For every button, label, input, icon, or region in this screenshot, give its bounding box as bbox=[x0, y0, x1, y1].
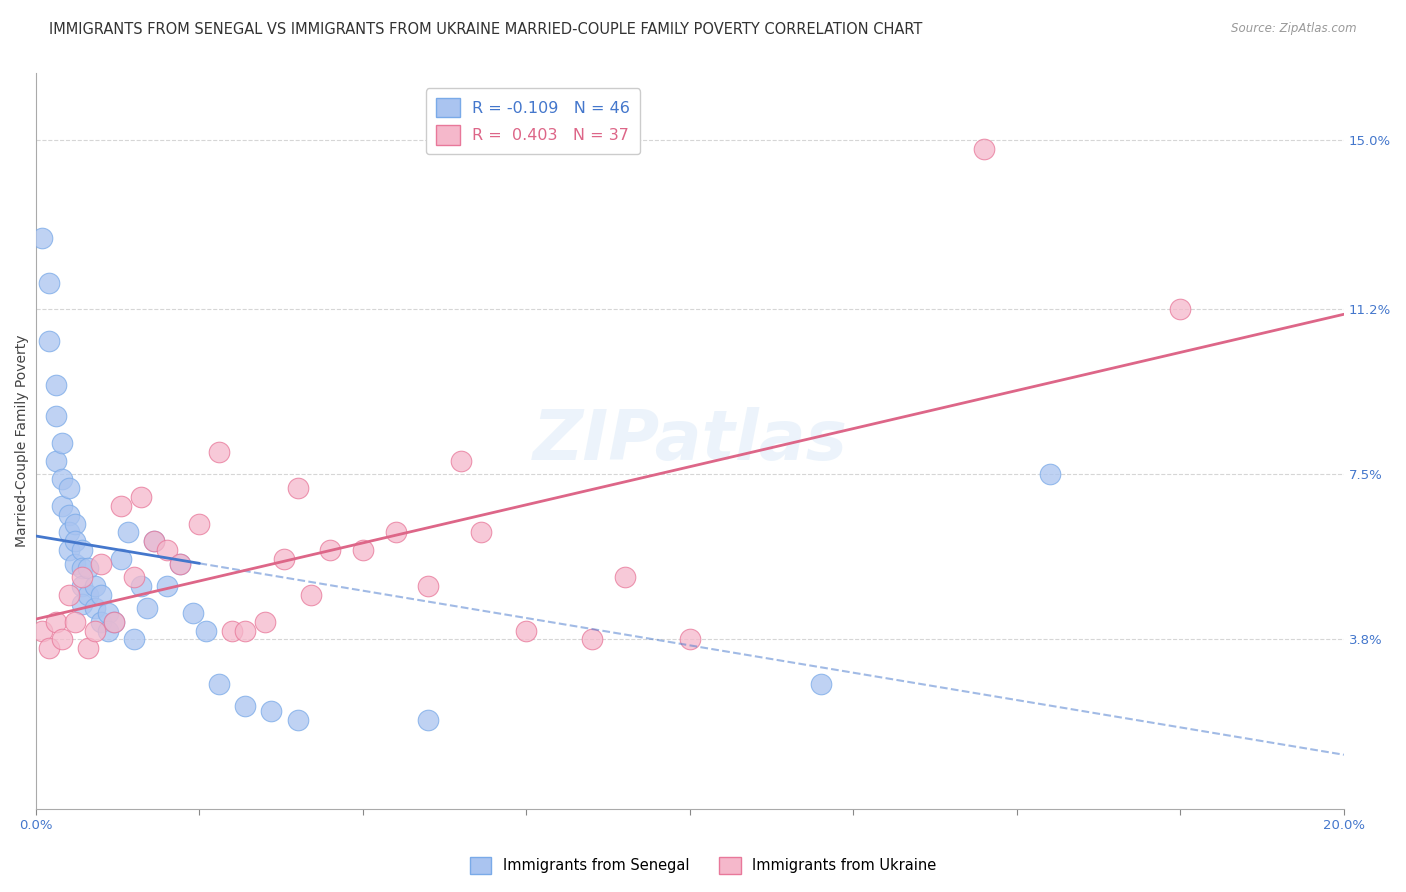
Y-axis label: Married-Couple Family Poverty: Married-Couple Family Poverty bbox=[15, 334, 30, 547]
Point bbox=[260, 704, 283, 718]
Point bbox=[45, 454, 67, 468]
Point bbox=[142, 534, 165, 549]
Point bbox=[810, 677, 832, 691]
Point bbox=[515, 624, 537, 638]
Point bbox=[63, 534, 86, 549]
Point bbox=[287, 481, 309, 495]
Point bbox=[77, 641, 100, 656]
Point bbox=[97, 624, 120, 638]
Point bbox=[51, 436, 73, 450]
Point bbox=[156, 579, 179, 593]
Point bbox=[352, 543, 374, 558]
Point bbox=[38, 641, 60, 656]
Point bbox=[129, 579, 152, 593]
Point bbox=[38, 276, 60, 290]
Point bbox=[110, 552, 132, 566]
Point bbox=[63, 615, 86, 629]
Point bbox=[90, 557, 112, 571]
Point bbox=[233, 699, 256, 714]
Point bbox=[97, 606, 120, 620]
Point bbox=[70, 543, 93, 558]
Point bbox=[31, 624, 53, 638]
Point bbox=[136, 601, 159, 615]
Point bbox=[299, 588, 322, 602]
Point bbox=[51, 499, 73, 513]
Point bbox=[273, 552, 295, 566]
Point bbox=[450, 454, 472, 468]
Legend: Immigrants from Senegal, Immigrants from Ukraine: Immigrants from Senegal, Immigrants from… bbox=[464, 851, 942, 880]
Point bbox=[110, 499, 132, 513]
Point bbox=[58, 508, 80, 522]
Point bbox=[122, 570, 145, 584]
Point bbox=[38, 334, 60, 348]
Point bbox=[194, 624, 217, 638]
Point bbox=[169, 557, 191, 571]
Point bbox=[51, 472, 73, 486]
Point bbox=[208, 677, 231, 691]
Point bbox=[58, 543, 80, 558]
Point bbox=[45, 615, 67, 629]
Point bbox=[319, 543, 342, 558]
Point bbox=[613, 570, 636, 584]
Point bbox=[90, 615, 112, 629]
Point bbox=[581, 632, 603, 647]
Legend: R = -0.109   N = 46, R =  0.403   N = 37: R = -0.109 N = 46, R = 0.403 N = 37 bbox=[426, 88, 640, 154]
Point bbox=[70, 579, 93, 593]
Point bbox=[1039, 467, 1062, 482]
Point bbox=[156, 543, 179, 558]
Point bbox=[253, 615, 276, 629]
Point bbox=[418, 713, 440, 727]
Point bbox=[83, 579, 105, 593]
Point bbox=[58, 525, 80, 540]
Point bbox=[470, 525, 492, 540]
Point bbox=[58, 588, 80, 602]
Point bbox=[188, 516, 211, 531]
Point bbox=[142, 534, 165, 549]
Point bbox=[384, 525, 406, 540]
Point bbox=[31, 231, 53, 245]
Point bbox=[973, 142, 995, 156]
Point bbox=[679, 632, 702, 647]
Point bbox=[90, 588, 112, 602]
Point bbox=[117, 525, 139, 540]
Text: IMMIGRANTS FROM SENEGAL VS IMMIGRANTS FROM UKRAINE MARRIED-COUPLE FAMILY POVERTY: IMMIGRANTS FROM SENEGAL VS IMMIGRANTS FR… bbox=[49, 22, 922, 37]
Point bbox=[70, 561, 93, 575]
Point bbox=[45, 409, 67, 424]
Point bbox=[63, 516, 86, 531]
Point bbox=[58, 481, 80, 495]
Point bbox=[169, 557, 191, 571]
Point bbox=[103, 615, 125, 629]
Point bbox=[83, 601, 105, 615]
Point bbox=[221, 624, 243, 638]
Point bbox=[181, 606, 204, 620]
Point bbox=[77, 561, 100, 575]
Point bbox=[70, 570, 93, 584]
Text: Source: ZipAtlas.com: Source: ZipAtlas.com bbox=[1232, 22, 1357, 36]
Point bbox=[77, 588, 100, 602]
Point bbox=[287, 713, 309, 727]
Point bbox=[103, 615, 125, 629]
Point bbox=[233, 624, 256, 638]
Point bbox=[1170, 302, 1192, 317]
Point bbox=[70, 597, 93, 611]
Point bbox=[51, 632, 73, 647]
Point bbox=[418, 579, 440, 593]
Text: ZIPatlas: ZIPatlas bbox=[533, 408, 848, 475]
Point bbox=[208, 445, 231, 459]
Point bbox=[45, 378, 67, 392]
Point bbox=[63, 557, 86, 571]
Point bbox=[129, 490, 152, 504]
Point bbox=[122, 632, 145, 647]
Point bbox=[83, 624, 105, 638]
